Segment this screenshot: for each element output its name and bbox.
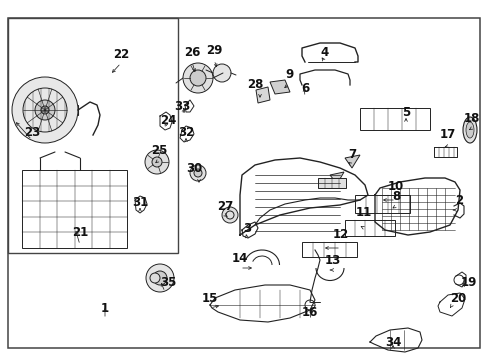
Polygon shape: [329, 172, 343, 184]
Text: 6: 6: [300, 82, 308, 95]
Ellipse shape: [465, 122, 473, 138]
Text: 22: 22: [113, 49, 129, 62]
Text: 28: 28: [246, 78, 263, 91]
Circle shape: [150, 273, 160, 283]
Bar: [345, 220, 394, 236]
Text: 32: 32: [178, 126, 194, 139]
Text: 35: 35: [160, 276, 176, 289]
Text: 33: 33: [174, 99, 190, 112]
Text: 15: 15: [202, 292, 218, 305]
Polygon shape: [269, 80, 289, 94]
Text: 7: 7: [347, 148, 355, 162]
Text: 17: 17: [439, 129, 455, 141]
Text: 14: 14: [231, 252, 248, 265]
Text: 4: 4: [320, 45, 328, 58]
Text: 27: 27: [217, 199, 233, 212]
Text: 25: 25: [150, 144, 167, 158]
Text: 34: 34: [384, 336, 400, 348]
Circle shape: [35, 100, 55, 120]
Text: 8: 8: [391, 190, 399, 203]
Bar: [317, 178, 346, 188]
Circle shape: [41, 106, 49, 114]
Circle shape: [183, 63, 213, 93]
Text: 29: 29: [205, 44, 222, 57]
Text: 11: 11: [355, 207, 371, 220]
Text: 16: 16: [301, 306, 318, 319]
Text: 2: 2: [454, 194, 462, 207]
Polygon shape: [256, 87, 269, 103]
Circle shape: [153, 271, 167, 285]
Circle shape: [145, 150, 169, 174]
Text: 31: 31: [132, 195, 148, 208]
Circle shape: [152, 157, 162, 167]
Circle shape: [213, 64, 230, 82]
Circle shape: [190, 165, 205, 181]
Bar: [359, 108, 429, 130]
Circle shape: [12, 77, 78, 143]
Text: 20: 20: [449, 292, 465, 306]
Text: 23: 23: [24, 126, 40, 139]
Circle shape: [190, 70, 205, 86]
Circle shape: [146, 264, 174, 292]
Polygon shape: [345, 155, 359, 168]
Circle shape: [222, 207, 238, 223]
Text: 3: 3: [243, 221, 250, 234]
Text: 30: 30: [185, 162, 202, 175]
Ellipse shape: [462, 117, 476, 143]
Circle shape: [194, 169, 202, 177]
Text: 10: 10: [387, 180, 403, 193]
Text: 19: 19: [460, 276, 476, 289]
Bar: [22, 170, 127, 248]
Text: 18: 18: [463, 112, 479, 125]
Bar: [354, 195, 409, 213]
Text: 5: 5: [401, 107, 409, 120]
Bar: [302, 242, 356, 257]
Text: 13: 13: [324, 255, 341, 267]
Text: 21: 21: [72, 225, 88, 238]
Text: 12: 12: [332, 229, 348, 242]
Text: 1: 1: [101, 302, 109, 315]
Text: 26: 26: [183, 45, 200, 58]
Text: 9: 9: [285, 68, 292, 81]
Bar: [8, 18, 178, 253]
Text: 24: 24: [160, 113, 176, 126]
